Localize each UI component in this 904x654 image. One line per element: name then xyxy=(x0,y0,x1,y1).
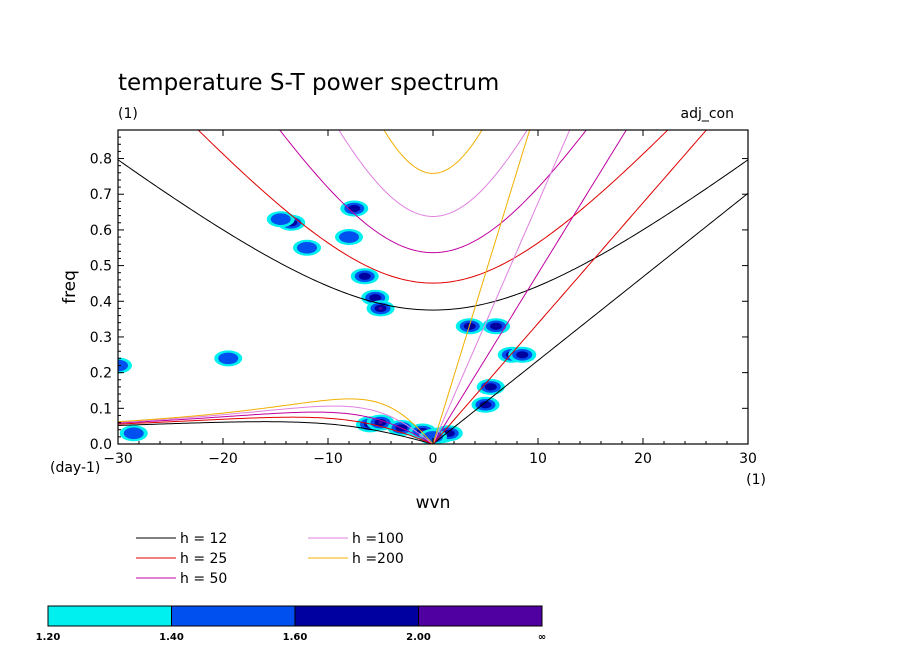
y-tick-label: 0.5 xyxy=(90,259,112,275)
contour-blob xyxy=(516,351,529,359)
kelvin-curve xyxy=(432,130,531,444)
contour-blob xyxy=(118,359,128,372)
colorbar-label: 1.40 xyxy=(159,632,184,643)
x-tick-label: 30 xyxy=(739,451,757,467)
y-tick-label: 0.1 xyxy=(90,401,112,417)
contour-blob xyxy=(339,231,359,243)
y-tick-label: 0.7 xyxy=(90,187,112,203)
x-tick-label: 10 xyxy=(529,451,547,467)
y-tick-label: 0.0 xyxy=(90,437,112,453)
x-tick-label: 0 xyxy=(429,451,438,467)
legend: h = 12 h = 25 h = 50 h =100 h =200 xyxy=(136,531,404,587)
x-axis-label: wvn xyxy=(416,493,451,513)
contour-blob xyxy=(297,241,317,254)
x-axis-ticks: −30 −20 −10 0 10 20 30 xyxy=(103,130,757,467)
y-tick-label: 0.2 xyxy=(90,366,112,382)
legend-label: h = 50 xyxy=(180,571,227,587)
y-tick-label: 0.4 xyxy=(90,294,112,310)
contour-blob xyxy=(479,401,492,409)
legend-label: h = 25 xyxy=(180,551,227,567)
contour-blob xyxy=(378,306,383,310)
rossby-curve xyxy=(118,416,434,444)
contour-blob xyxy=(484,383,497,391)
y-axis-ticks: 0.0 0.1 0.2 0.3 0.4 0.5 0.6 0.7 0.8 xyxy=(90,136,748,453)
legend-label: h =200 xyxy=(352,551,404,567)
inertia-gravity-curve xyxy=(383,130,483,174)
contour-blob xyxy=(270,213,291,226)
x-tick-label: −20 xyxy=(208,451,238,467)
inertia-gravity-curve xyxy=(197,130,669,284)
dispersion-curves xyxy=(118,130,748,444)
x-tick-label: −10 xyxy=(313,451,343,467)
colorbar: 1.20 1.40 1.60 2.00 ∞ xyxy=(36,605,546,643)
contour-blob xyxy=(369,294,382,302)
rossby-curve xyxy=(118,411,434,444)
kelvin-curve xyxy=(432,192,748,444)
kelvin-curve xyxy=(432,130,627,444)
legend-label: h = 12 xyxy=(180,531,227,547)
y-tick-label: 0.3 xyxy=(90,330,112,346)
chart-subtitle: (1) xyxy=(118,106,138,122)
rossby-curve xyxy=(118,421,434,444)
legend-label: h =100 xyxy=(352,531,404,547)
inertia-gravity-curve xyxy=(118,159,748,311)
plot-frame xyxy=(117,129,749,445)
contour-blob xyxy=(123,427,144,440)
colorbar-box xyxy=(418,605,543,627)
kelvin-curve xyxy=(432,130,571,444)
contour-blob xyxy=(490,322,502,330)
contour-blob xyxy=(348,204,361,213)
x-tick-label: 20 xyxy=(634,451,652,467)
y-unit-label: (day-1) xyxy=(50,460,100,476)
kelvin-curve xyxy=(432,130,708,444)
contour-blob xyxy=(378,421,383,425)
inertia-gravity-curve xyxy=(279,130,587,254)
colorbar-label: 1.60 xyxy=(283,632,308,643)
x-tick-label: −30 xyxy=(103,451,133,467)
colorbar-label: ∞ xyxy=(538,632,546,643)
colorbar-box xyxy=(171,605,296,627)
rossby-curve xyxy=(118,398,434,444)
contour-blob xyxy=(358,272,371,280)
inertia-gravity-curve xyxy=(338,130,528,217)
y-axis-label: freq xyxy=(60,270,80,304)
colorbar-label: 1.20 xyxy=(36,632,61,643)
colorbar-box xyxy=(294,605,419,627)
colorbar-label: 2.00 xyxy=(406,632,431,643)
y-tick-label: 0.8 xyxy=(90,152,112,168)
experiment-tag: adj_con xyxy=(681,106,735,122)
y-tick-label: 0.6 xyxy=(90,223,112,239)
rossby-curve xyxy=(118,405,434,444)
colorbar-box xyxy=(47,605,172,627)
x-unit-label: (1) xyxy=(746,472,766,488)
contour-blob xyxy=(218,352,239,365)
chart-title: temperature S-T power spectrum xyxy=(118,70,499,96)
